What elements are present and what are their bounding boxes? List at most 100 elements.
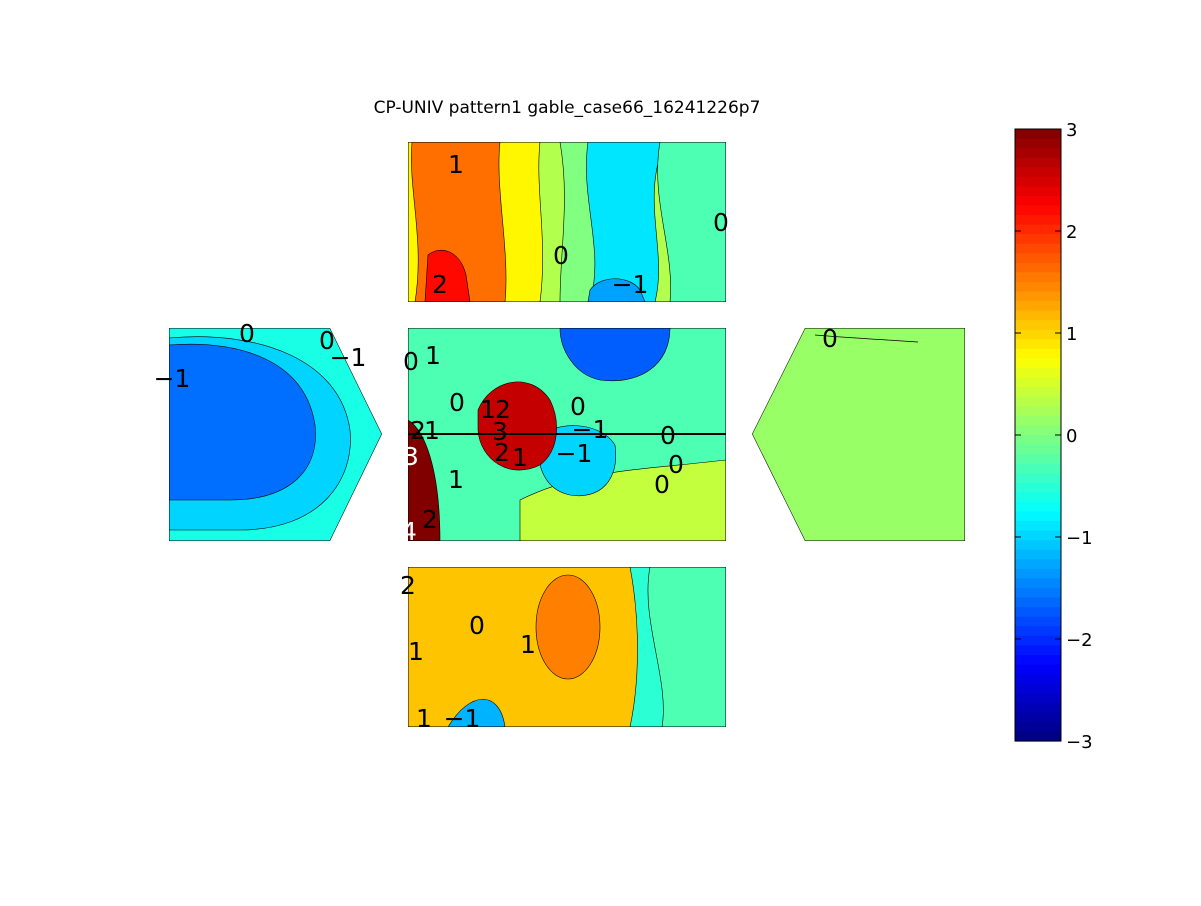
contour-label: 2 (495, 395, 511, 424)
colorbar-band (1015, 616, 1061, 627)
colorbar-band (1015, 588, 1061, 599)
colorbar-band (1015, 415, 1061, 427)
colorbar-band (1015, 291, 1061, 302)
colorbar-band (1015, 425, 1061, 436)
colorbar-tick-label: −2 (1066, 630, 1093, 651)
contour-label: 0 (553, 241, 569, 270)
panel-gable-left-frame (169, 328, 382, 541)
contour-label: 1 (424, 416, 440, 445)
colorbar-band (1015, 262, 1061, 274)
colorbar-band (1015, 521, 1061, 532)
colorbar-band (1015, 205, 1061, 216)
colorbar-band (1015, 435, 1061, 446)
colorbar-band (1015, 444, 1061, 455)
colorbar-band (1015, 406, 1061, 417)
region-roof-windward-7 (657, 142, 726, 302)
contour-label: 3 (492, 417, 508, 446)
contour-label: 0 (713, 208, 729, 237)
colorbar-band (1015, 253, 1061, 264)
colorbar-tick-label: 1 (1066, 324, 1077, 345)
colorbar-tick-label: 0 (1066, 426, 1077, 447)
contour-label: 2 (422, 505, 438, 534)
panel-gable-left (169, 328, 382, 541)
colorbar-band (1015, 693, 1061, 704)
contour-label: 3 (403, 442, 419, 471)
colorbar-band (1015, 578, 1061, 589)
colorbar: 3 2 1 0 −1 −2 −3 (1014, 120, 1093, 753)
colorbar-band (1015, 310, 1061, 321)
colorbar-band (1015, 224, 1061, 235)
colorbar-band (1015, 549, 1061, 560)
contour-label: 1 (416, 704, 432, 733)
contour-label: 1 (520, 630, 536, 659)
contour-label: −1 (556, 439, 593, 468)
colorbar-band (1015, 396, 1061, 407)
colorbar-band (1015, 597, 1061, 608)
chart-title: CP-UNIV pattern1 gable_case66_16241226p7 (374, 98, 761, 118)
colorbar-band (1015, 731, 1061, 742)
contour-label: −1 (330, 343, 367, 372)
colorbar-band (1015, 540, 1061, 551)
colorbar-band (1015, 712, 1061, 723)
contour-gable-right (814, 334, 919, 343)
colorbar-band (1015, 176, 1061, 187)
colorbar-tick-label: 2 (1066, 222, 1077, 243)
contour-label: 1 (408, 637, 424, 666)
colorbar-band (1015, 664, 1061, 675)
colorbar-band (1015, 148, 1061, 159)
colorbar-band (1015, 454, 1061, 465)
colorbar-band (1015, 195, 1061, 207)
colorbar-band (1015, 674, 1061, 685)
region-roof-leeward-4 (647, 567, 726, 727)
colorbar-band (1015, 702, 1061, 713)
colorbar-band (1015, 721, 1061, 733)
contour-label: 0 (449, 388, 465, 417)
region-roof-windward-3 (424, 250, 471, 302)
contour-label: 2 (400, 571, 416, 600)
colorbar-band (1015, 358, 1061, 369)
colorbar-band (1015, 129, 1061, 140)
colorbar-band (1015, 654, 1061, 666)
colorbar-band (1015, 463, 1061, 474)
colorbar-band (1015, 368, 1061, 379)
region-roof-leeward-3 (447, 699, 506, 727)
panel-gable-right-base (752, 328, 965, 541)
contour-label: −1 (154, 364, 191, 393)
contour-label: 0 (570, 392, 586, 421)
contour-label: 1 (480, 395, 496, 424)
colorbar-band (1015, 635, 1061, 646)
colorbar-tick-label: −3 (1066, 732, 1093, 753)
region-gable-left-2 (169, 344, 316, 501)
colorbar-band (1015, 501, 1061, 513)
contour-label: 0 (319, 326, 335, 355)
contour-label: 4 (401, 517, 417, 546)
colorbar-band (1015, 626, 1061, 637)
colorbar-band (1015, 348, 1061, 360)
panel-roof-leeward (408, 567, 726, 727)
colorbar-band (1015, 473, 1061, 484)
contour-label: 2 (432, 270, 448, 299)
colorbar-band (1015, 282, 1061, 293)
region-wall-side-3 (559, 328, 671, 382)
contour-label: −1 (612, 270, 649, 299)
contour-label: 0 (668, 450, 684, 479)
contour-label: 0 (469, 611, 485, 640)
colorbar-band (1015, 186, 1061, 197)
colorbar-ticks: 3 2 1 0 −1 −2 −3 (1015, 120, 1093, 753)
colorbar-band (1015, 272, 1061, 283)
colorbar-band (1015, 339, 1061, 350)
colorbar-band (1015, 234, 1061, 245)
contour-labels: 1 2 0 −1 0 0 0 −1 −1 0 1 0 1 2 2 1 3 0 −… (154, 150, 838, 733)
colorbar-band (1015, 568, 1061, 580)
contour-label: 1 (512, 443, 528, 472)
contour-label: 2 (410, 416, 426, 445)
contour-label: 2 (494, 438, 510, 467)
panel-wall-side (408, 328, 726, 541)
colorbar-band (1015, 138, 1061, 149)
colorbar-band (1015, 482, 1061, 493)
colorbar-band (1015, 607, 1061, 618)
colorbar-bands (1015, 129, 1061, 742)
contour-label: 1 (448, 150, 464, 179)
